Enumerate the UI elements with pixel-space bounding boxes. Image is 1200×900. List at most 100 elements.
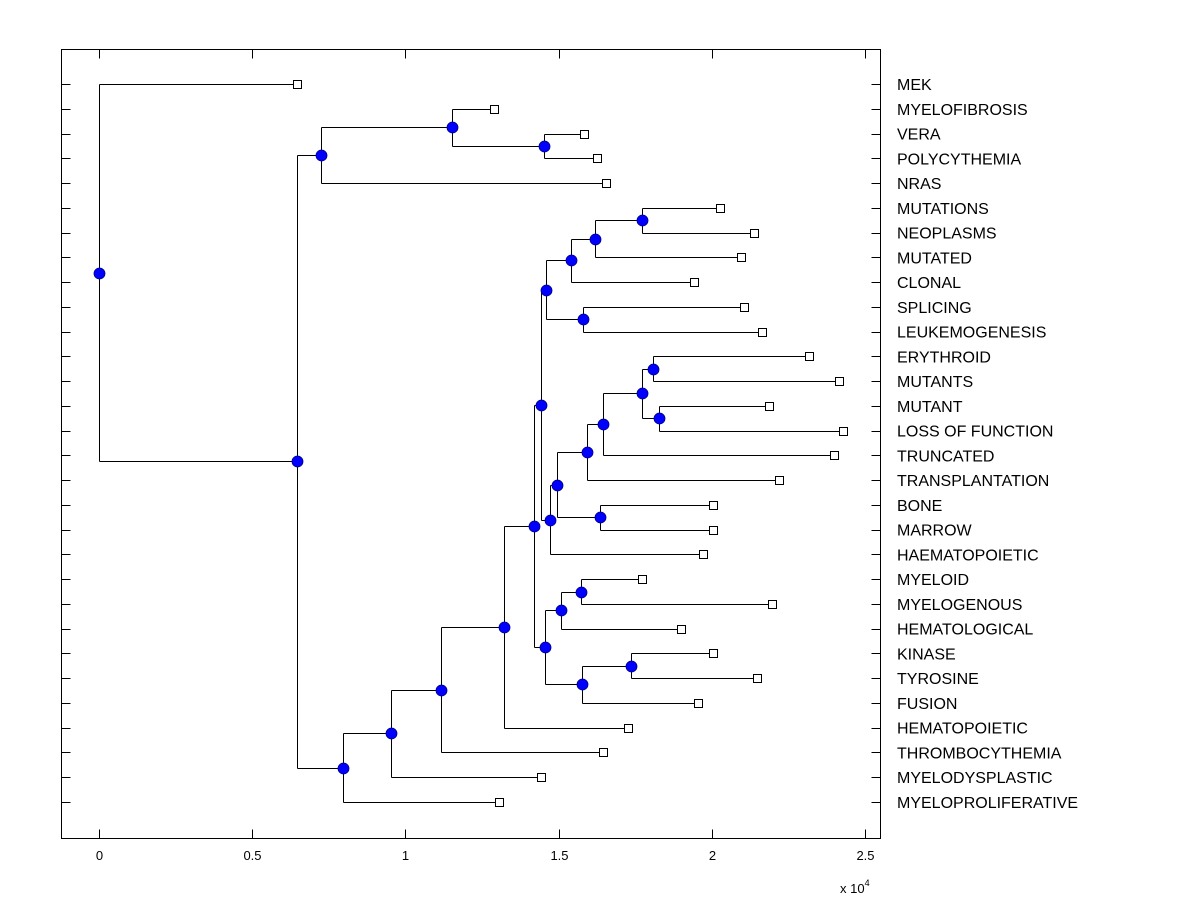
leaf-marker <box>293 80 302 89</box>
leaf-label: HAEMATOPOIETIC <box>897 547 1039 564</box>
leaf-marker <box>537 773 546 782</box>
x-multiplier-label: x 104 <box>840 878 870 896</box>
internal-node <box>544 514 557 527</box>
leaf-marker <box>716 204 725 213</box>
internal-node <box>647 363 660 376</box>
leaf-label: MUTATED <box>897 250 972 267</box>
x-ticks: 0 0.5 1 1.5 2 2.5 <box>96 49 875 863</box>
leaf-marker <box>690 278 699 287</box>
leaf-label: BONE <box>897 498 942 515</box>
leaf-label: MUTATIONS <box>897 201 989 218</box>
leaf-label: SPLICING <box>897 300 972 317</box>
x-tick-label: 1 <box>402 848 409 863</box>
leaf-label: KINASE <box>897 646 956 663</box>
internal-node <box>576 678 589 691</box>
leaf-label: LEUKEMOGENESIS <box>897 325 1046 342</box>
x-multiplier-exponent: 4 <box>865 878 870 888</box>
leaf-marker <box>839 427 848 436</box>
internal-node <box>577 313 590 326</box>
leaf-label: HEMATOPOIETIC <box>897 721 1028 738</box>
leaf-label: TYROSINE <box>897 671 979 688</box>
leaf-marker <box>805 352 814 361</box>
leaf-marker <box>624 724 633 733</box>
leaf-label: ERYTHROID <box>897 349 991 366</box>
plot-area <box>61 49 881 839</box>
internal-node <box>291 455 304 468</box>
leaf-marker <box>768 600 777 609</box>
leaf-label: MARROW <box>897 523 973 540</box>
leaf-label: POLYCYTHEMIA <box>897 151 1022 168</box>
internal-node <box>435 684 448 697</box>
leaf-label: MEK <box>897 77 932 94</box>
leaf-marker <box>638 575 647 584</box>
internal-node <box>589 233 602 246</box>
internal-node <box>93 267 106 280</box>
leaf-label: MYELOPROLIFERATIVE <box>897 795 1078 812</box>
leaf-marker <box>775 476 784 485</box>
internal-node <box>636 387 649 400</box>
leaf-label: THROMBOCYTHEMIA <box>897 745 1062 762</box>
internal-node <box>538 140 551 153</box>
leaf-label: MYELOFIBROSIS <box>897 102 1028 119</box>
leaf-label: VERA <box>897 127 941 144</box>
leaf-marker <box>699 550 708 559</box>
internal-node <box>625 660 638 673</box>
leaf-label: MYELOGENOUS <box>897 597 1022 614</box>
leaf-label: MUTANTS <box>897 374 973 391</box>
leaf-marker <box>765 402 774 411</box>
leaf-marker <box>753 674 762 683</box>
leaf-marker <box>835 377 844 386</box>
internal-node <box>555 604 568 617</box>
leaf-label: MYELODYSPLASTIC <box>897 770 1053 787</box>
leaf-label: HEMATOLOGICAL <box>897 622 1033 639</box>
internal-node <box>565 254 578 267</box>
leaf-marker <box>677 625 686 634</box>
internal-node <box>594 511 607 524</box>
leaf-label: CLONAL <box>897 275 961 292</box>
leaf-label: NEOPLASMS <box>897 226 997 243</box>
internal-node <box>597 418 610 431</box>
internal-node <box>551 479 564 492</box>
x-tick-label: 1.5 <box>550 848 568 863</box>
x-tick-label: 0 <box>96 848 103 863</box>
internal-node <box>385 727 398 740</box>
leaf-marker <box>495 798 504 807</box>
internal-node <box>636 214 649 227</box>
leaf-marker <box>602 179 611 188</box>
internal-node <box>498 621 511 634</box>
internal-node <box>653 412 666 425</box>
x-tick-label: 0.5 <box>243 848 261 863</box>
leaf-label: NRAS <box>897 176 941 193</box>
internal-node <box>315 149 328 162</box>
leaf-marker <box>830 451 839 460</box>
internal-node <box>337 762 350 775</box>
internal-node <box>575 586 588 599</box>
x-tick-label: 2 <box>709 848 716 863</box>
internal-node <box>535 399 548 412</box>
internal-node <box>581 446 594 459</box>
leaf-marker <box>580 130 589 139</box>
x-tick-label: 2.5 <box>856 848 874 863</box>
leaf-marker <box>750 229 759 238</box>
leaf-marker <box>490 105 499 114</box>
x-multiplier-base: x 10 <box>840 881 865 896</box>
leaf-label: LOSS OF FUNCTION <box>897 424 1053 441</box>
internal-node <box>539 641 552 654</box>
leaf-markers <box>293 80 848 807</box>
leaf-marker <box>758 328 767 337</box>
internal-node <box>540 284 553 297</box>
leaf-label: FUSION <box>897 696 957 713</box>
leaf-label: TRANSPLANTATION <box>897 473 1049 490</box>
internal-node <box>446 121 459 134</box>
leaf-marker <box>593 154 602 163</box>
y-ticks <box>61 84 881 803</box>
leaf-label: TRUNCATED <box>897 448 994 465</box>
leaf-marker <box>599 748 608 757</box>
leaf-marker <box>740 303 749 312</box>
leaf-marker <box>709 649 718 658</box>
leaf-marker <box>694 699 703 708</box>
leaf-label: MYELOID <box>897 572 969 589</box>
leaf-marker <box>709 501 718 510</box>
internal-node <box>528 520 541 533</box>
